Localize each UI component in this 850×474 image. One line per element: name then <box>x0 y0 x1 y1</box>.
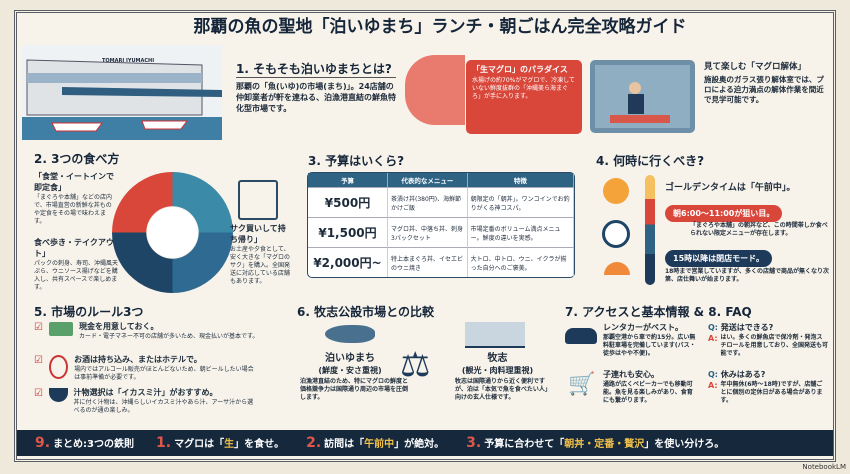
building-sign: TOMARI IYUMACHI <box>102 58 155 64</box>
section1-body: 那覇の「魚(いゆ)の市場(まち)」。24店舗の仲卸業者が軒を連ねる、泊漁港直結の… <box>236 82 396 113</box>
tomari-compare-body: 泊漁港直結のため、特にマグロの鮮度と価格競争力は国際通り周辺の市場を圧倒します。 <box>300 378 409 402</box>
section7-heading: 7. アクセスと基本情報 & 8. FAQ <box>565 305 752 319</box>
faq-item: Q: 発送はできる? A: はい。多くの鮮魚店で保冷剤・発泡スチロールを用意してお… <box>708 323 828 357</box>
summary-title: 9. まとめ:3つの鉄則 <box>35 435 135 451</box>
raw-tuna-callout: 「生マグロ」のパラダイス 水揚げの約70%がマグロで、冷凍していない鮮度抜群の「… <box>466 60 582 134</box>
car-icon <box>565 328 597 344</box>
eating-styles-cycle-diagram <box>110 170 235 299</box>
makishi-compare: 牧志 (観光・肉料理重視) <box>461 353 534 375</box>
notebooklm-credit: NotebookLM <box>802 463 846 471</box>
section4-heading: 4. 何時に行くべき? <box>596 154 705 168</box>
stroller-icon: 🛒 <box>568 372 596 397</box>
section2-heading: 2. 3つの食べ方 <box>34 152 120 166</box>
section3-heading: 3. 予算はいくら? <box>308 154 405 168</box>
market-rules-list: ☑ 現金を用意しておく。 カード・電子マネー不可の店舗が多いため、現金払いが基本です… <box>34 322 259 421</box>
shopping-bag-icon <box>238 180 278 220</box>
table-row: ¥2,000円~ 特上本まぐろ丼、イセエビのウニ焼き 大トロ、中トロ、ウニ、イクラが… <box>308 247 574 277</box>
checkbox-icon: ☑ <box>34 322 43 333</box>
checkbox-icon: ☑ <box>34 355 43 366</box>
list-item: ☑ お酒は持ち込み、またはホテルで。 場内ではアルコール販売がほとんどないため、朝ビ… <box>34 355 259 388</box>
summary-rule-2: 2. 訪問は「午前中」が絶対。 <box>306 435 445 451</box>
callout-title: 「生マグロ」のパラダイス <box>472 65 568 74</box>
morning-body: 「まぐろや本舗」の朝丼など、この時間帯しか食べられない限定メニューが存在します。 <box>690 222 828 238</box>
summary-rule-3: 3. 予算に合わせて「朝丼・定番・贅沢」を使い分けろ。 <box>466 435 725 451</box>
summary-rule-1: 1. マグロは「生」を食せ。 <box>156 435 285 451</box>
photo-title: 見て楽しむ「マグロ解体」 <box>704 62 807 72</box>
cash-icon <box>48 322 73 336</box>
table-row: ¥1,500円 マグロ丼、中落ち丼、刺身3パックセット 市場定番のボリューム満点メニ… <box>308 217 574 247</box>
sunset-icon <box>604 262 630 275</box>
city-icon <box>465 322 525 348</box>
tuna-icon <box>325 325 375 343</box>
no-alcohol-icon <box>48 355 69 379</box>
table-row: ¥500円 茶漬け丼(380円)、海鮮節かけご飯 朝限定の「朝丼」。ワンコインでお釣… <box>308 187 574 217</box>
scale-icon: ⚖ <box>400 345 431 385</box>
soup-bowl-icon <box>48 388 68 402</box>
way-take-home: サク買いして持ち帰り」 お土産や夕食として、安く大きな「マグロのサク」を購入。全国… <box>230 224 291 285</box>
access-kids: 子連れも安心。 通路が広くベビーカーでも移動可能。魚を見る楽しみがあり、食育にも繋… <box>603 370 693 404</box>
golden-time: ゴールデンタイムは「午前中」。 <box>665 183 796 193</box>
clock-icon <box>602 220 630 248</box>
makishi-compare-body: 牧志は国際通りから近く便利ですが、泊は「本気で魚を食べたい人」向けの玄人仕様です… <box>455 378 551 402</box>
way-takeout: 食べ歩き・テイクアウト」 パックの刺身、寿司、沖縄風天ぷら、ウニソース揚げなどを購… <box>34 238 119 291</box>
callout-body: 水揚げの約70%がマグロで、冷凍していない鮮度抜群の「沖縄美ら海まぐろ」が手に入… <box>472 77 575 101</box>
list-item: ☑ 汁物選択は「イカスミ汁」がおすすめ。 丼に付く汁物は、沖縄らしいイカスミ汁やあら… <box>34 388 259 421</box>
afternoon-body: 18時まで営業していますが、多くの店舗で商品が無くなり次第、店仕舞いが始まります… <box>665 268 830 284</box>
sun-icon <box>603 178 629 204</box>
market-building-illustration: TOMARI IYUMACHI <box>22 45 222 140</box>
page-title: 那覇の魚の聖地「泊いゆまち」ランチ・朝ごはん完全攻略ガイド <box>193 17 687 37</box>
section5-heading: 5. 市場のルール3つ <box>34 305 144 319</box>
summary-banner: 9. まとめ:3つの鉄則 1. マグロは「生」を食せ。 2. 訪問は「午前中」が絶対。… <box>17 430 833 456</box>
list-item: ☑ 現金を用意しておく。 カード・電子マネー不可の店舗が多いため、現金払いが基本です… <box>34 322 259 355</box>
checkbox-icon: ☑ <box>34 388 43 399</box>
afternoon-pill: 15時以降は閉店モード。 <box>665 250 772 267</box>
tomari-compare: 泊いゆまち (鮮度・安さ重視) <box>318 353 382 375</box>
photo-body: 施設奥のガラス張り解体室では、プロによる迫力満点の解体作業を間近で見学可能です。 <box>704 75 824 105</box>
budget-table: 予算 代表的なメニュー 特徴 ¥500円 茶漬け丼(380円)、海鮮節かけご飯 朝限定の… <box>307 172 575 278</box>
tuna-illustration <box>405 55 465 125</box>
tuna-cutting-photo <box>590 60 695 133</box>
section1-heading: 1. そもそも泊いゆまちとは? <box>236 60 396 78</box>
time-bar <box>645 175 655 285</box>
faq-item: Q: 休みはある? A: 年中無休(6時〜18時)ですが、店舗ごとに個別の定休日が… <box>708 370 823 404</box>
section6-heading: 6. 牧志公設市場との比較 <box>297 305 434 319</box>
way-eat-in: 「食堂・イートインで即定食」 「まぐろや本舗」などの店内で、市場直営の新鮮な丼もの… <box>34 172 114 225</box>
access-car: レンタカーがベスト。 那覇空港から車で約15分。広い無料駐車場を完備しています(バ… <box>603 323 696 357</box>
morning-pill: 朝6:00〜11:00が狙い目。 <box>665 205 783 222</box>
